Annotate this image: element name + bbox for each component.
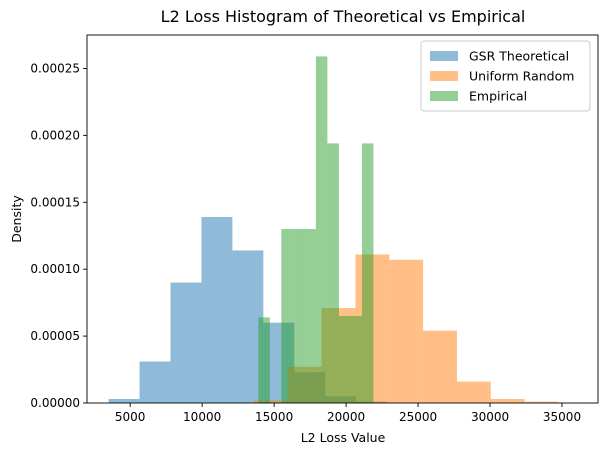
y-axis-label: Density <box>9 195 24 243</box>
x-tick-label: 35000 <box>543 410 581 424</box>
series-2 <box>258 56 374 403</box>
histogram-bar <box>315 56 328 403</box>
y-tick-label: 0.00005 <box>30 329 80 343</box>
axes-frame <box>86 34 599 404</box>
x-tick-label: 25000 <box>399 410 437 424</box>
histogram-bar <box>170 282 202 403</box>
x-tick-label: 15000 <box>255 410 293 424</box>
histogram-bar <box>361 143 374 403</box>
histogram-bar <box>524 401 559 403</box>
y-tick-label: 0.00000 <box>30 396 80 410</box>
histogram-bar <box>389 259 424 403</box>
histogram-bar <box>201 216 233 403</box>
histogram-bar <box>281 229 293 403</box>
histogram-bar <box>304 229 316 403</box>
histogram-bar <box>338 316 351 403</box>
legend-swatch <box>430 51 458 61</box>
histogram-bar <box>108 398 140 403</box>
histogram-bar <box>139 361 171 403</box>
histogram-bar <box>292 229 305 403</box>
chart-title: L2 Loss Histogram of Theoretical vs Empi… <box>161 7 526 26</box>
x-tick-label: 20000 <box>327 410 365 424</box>
y-tick-label: 0.00025 <box>30 61 80 75</box>
y-tick-label: 0.00015 <box>30 195 80 209</box>
legend-swatch <box>430 91 458 101</box>
legend-label: GSR Theoretical <box>469 49 569 64</box>
histogram-bar <box>423 330 457 403</box>
legend: GSR Theoretical Uniform Random Empirical <box>420 40 591 112</box>
legend-swatch <box>430 71 458 81</box>
y-tick-label: 0.00010 <box>30 262 80 276</box>
x-tick-label: 10000 <box>183 410 221 424</box>
x-tick-label: 30000 <box>471 410 509 424</box>
histogram-bar <box>253 400 288 403</box>
y-axis-ticks: 0.00000 0.00005 0.00010 0.00015 0.00020 0.000… <box>30 61 87 410</box>
x-tick-label: 5000 <box>115 410 146 424</box>
histogram-bar <box>456 381 491 403</box>
histogram-bar <box>258 317 270 403</box>
legend-box <box>420 40 591 112</box>
x-axis-ticks: 5000 10000 15000 20000 25000 30000 35000 <box>115 403 581 424</box>
x-axis-label: L2 Loss Value <box>301 430 386 445</box>
histogram-bar <box>350 316 362 403</box>
bars-layer <box>108 56 559 403</box>
histogram-bar <box>232 250 264 403</box>
legend-label: Empirical <box>469 89 527 104</box>
legend-label: Uniform Random <box>469 69 574 84</box>
histogram-bar <box>490 398 525 403</box>
y-tick-label: 0.00020 <box>30 128 80 142</box>
histogram-bar <box>327 143 339 403</box>
